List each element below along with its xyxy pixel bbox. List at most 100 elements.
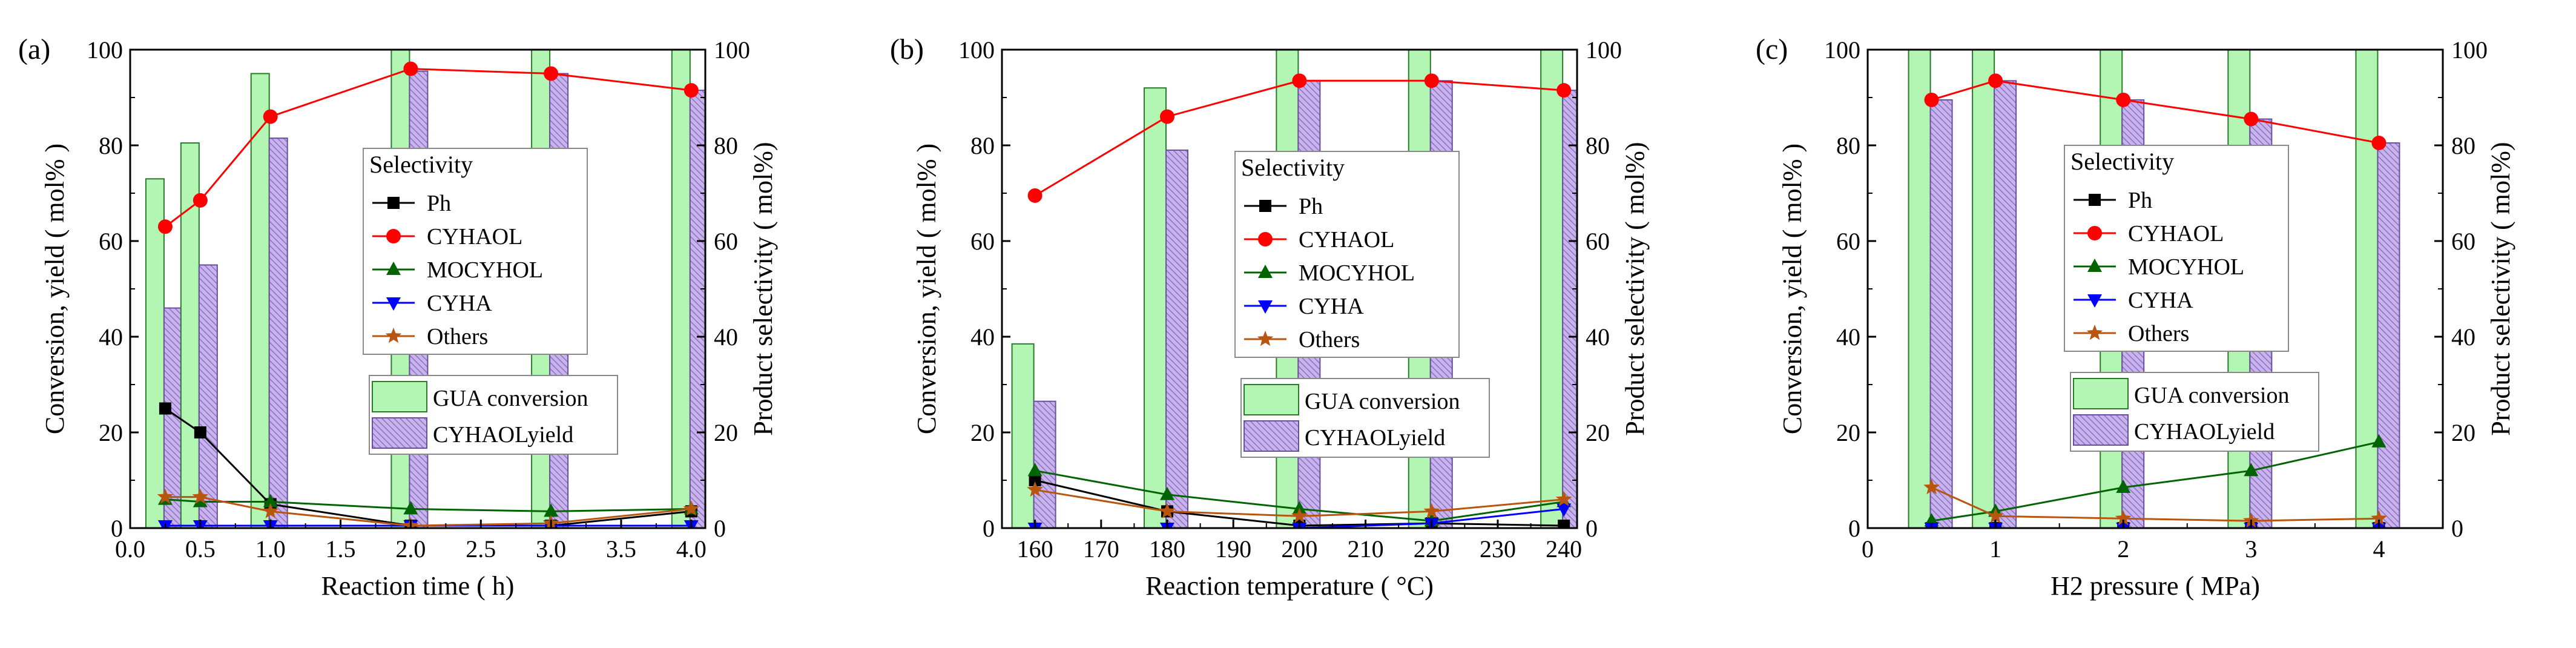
data-point-others (1555, 491, 1572, 506)
y-right-tick-label: 0 (714, 515, 726, 542)
panel-label: (c) (1756, 33, 1788, 65)
data-point-ph (159, 402, 171, 415)
y-right-axis-label: Product selectivity ( mol%) (2486, 142, 2515, 435)
legend-label-others: Others (1299, 327, 1360, 352)
x-tick-label: 4.0 (676, 535, 707, 563)
x-tick-label: 170 (1083, 535, 1119, 563)
y-right-tick-label: 20 (2451, 419, 2476, 446)
y-tick-label: 60 (970, 228, 995, 255)
legend-label-cyhaol: CYHAOL (427, 224, 522, 250)
legend-label-cyha: CYHA (2128, 288, 2193, 313)
x-tick-label: 240 (1546, 535, 1582, 563)
y-tick-label: 100 (958, 36, 995, 64)
yield-bar (198, 264, 218, 528)
legend-label-yield: CYHAOLyield (433, 422, 573, 448)
y-right-tick-label: 60 (1586, 228, 1610, 255)
x-tick-label: 0 (1862, 535, 1874, 563)
conversion-bar (1908, 50, 1931, 528)
conversion-bar (145, 178, 165, 528)
legend-marker-mocyhol (1258, 265, 1273, 278)
y-tick-label: 40 (99, 323, 123, 351)
data-point-cyhaol (1292, 73, 1307, 88)
y-tick-label: 100 (1824, 36, 1860, 64)
legend-swatch-yield (2073, 414, 2129, 446)
legend-marker-ph (1259, 200, 1271, 212)
data-point-mocyhol (2371, 434, 2387, 448)
x-axis-label: Reaction temperature ( °C) (1145, 571, 1434, 601)
x-tick-label: 200 (1281, 535, 1317, 563)
data-point-others (1159, 503, 1176, 518)
legend-box (1234, 151, 1460, 358)
y-tick-label: 20 (1836, 419, 1860, 446)
y-tick-label: 40 (1836, 323, 1860, 351)
legend-marker-cyha (2087, 294, 2102, 308)
data-point-others (1423, 503, 1440, 518)
data-point-cyhaol (193, 193, 208, 208)
series-line-others (165, 496, 691, 527)
y-right-axis-label: Product selectivity ( mol%) (1620, 142, 1650, 435)
data-point-cyhaol (403, 61, 418, 76)
yield-bar (2377, 142, 2400, 528)
panel-label: (b) (890, 33, 924, 65)
data-point-mocyhol (544, 503, 559, 517)
data-point-cyhaol (157, 219, 173, 234)
y-right-tick-label: 100 (714, 36, 750, 64)
data-point-others (192, 488, 209, 504)
legend-swatch-conversion (2073, 378, 2129, 409)
x-tick-label: 1.5 (326, 535, 356, 563)
data-point-others (683, 500, 700, 516)
series-line-mocyhol (165, 498, 691, 512)
y-tick-label: 100 (87, 36, 123, 64)
data-point-ph (1029, 474, 1041, 486)
y-right-tick-label: 100 (2451, 36, 2488, 64)
data-point-cyhaol (2116, 92, 2131, 107)
y-right-tick-label: 0 (1586, 515, 1598, 542)
legend-label-cyha: CYHA (1299, 294, 1364, 319)
x-tick-label: 230 (1480, 535, 1516, 563)
x-axis-label: H2 pressure ( MPa) (2051, 571, 2260, 601)
data-point-cyhaol (2244, 111, 2259, 127)
x-tick-label: 3.0 (536, 535, 566, 563)
data-point-mocyhol (2244, 463, 2259, 477)
data-point-cyha (1556, 503, 1572, 517)
y-tick-label: 80 (1836, 132, 1860, 159)
legend-swatch-yield (372, 417, 427, 449)
legend-label-others: Others (427, 324, 488, 349)
y-right-tick-label: 60 (714, 228, 738, 255)
x-tick-label: 4 (2373, 535, 2385, 563)
legend-marker-mocyhol (2087, 259, 2102, 272)
data-point-cyhaol (263, 109, 278, 124)
y-tick-label: 80 (970, 132, 995, 159)
data-point-others (2115, 510, 2132, 526)
data-point-cyhaol (2371, 136, 2387, 151)
legend-swatch-conversion (1244, 384, 1299, 415)
legend-marker-ph (387, 197, 400, 209)
y-tick-label: 0 (111, 515, 123, 542)
panel-a: 0.0 0.5 1.0 1.5 2.0 2.5 3.0 3.5 4.0 0 20 40 60 80 100 0… (18, 33, 778, 601)
bar-legend: GUA conversion CYHAOLyield (369, 375, 618, 455)
x-tick-label: 2.5 (466, 535, 496, 563)
legend-label-cyhaol: CYHAOL (1299, 227, 1394, 253)
legend-swatch-yield (1244, 420, 1299, 452)
yield-bar (1929, 99, 1953, 528)
yield-bar (1165, 149, 1188, 528)
y-right-tick-label: 40 (1586, 323, 1610, 351)
data-point-cyhaol (1159, 109, 1174, 124)
conversion-bar (2355, 50, 2379, 528)
panel-label: (a) (18, 33, 50, 65)
y-right-tick-label: 60 (2451, 228, 2476, 255)
data-point-mocyhol (403, 501, 418, 515)
yield-bar (268, 137, 288, 528)
y-right-tick-label: 100 (1586, 36, 1622, 64)
x-tick-label: 2 (2117, 535, 2129, 563)
legend-marker-others (2086, 325, 2103, 340)
legend-box (363, 148, 588, 355)
y-right-tick-label: 0 (2451, 515, 2463, 542)
legend-marker-cyhaol (386, 229, 401, 243)
x-tick-label: 210 (1348, 535, 1384, 563)
data-point-others (1291, 507, 1308, 523)
y-right-tick-label: 40 (2451, 323, 2476, 351)
conversion-bar (1972, 50, 1995, 528)
legend-label-yield: CYHAOLyield (1305, 425, 1445, 451)
x-tick-label: 2.0 (395, 535, 426, 563)
